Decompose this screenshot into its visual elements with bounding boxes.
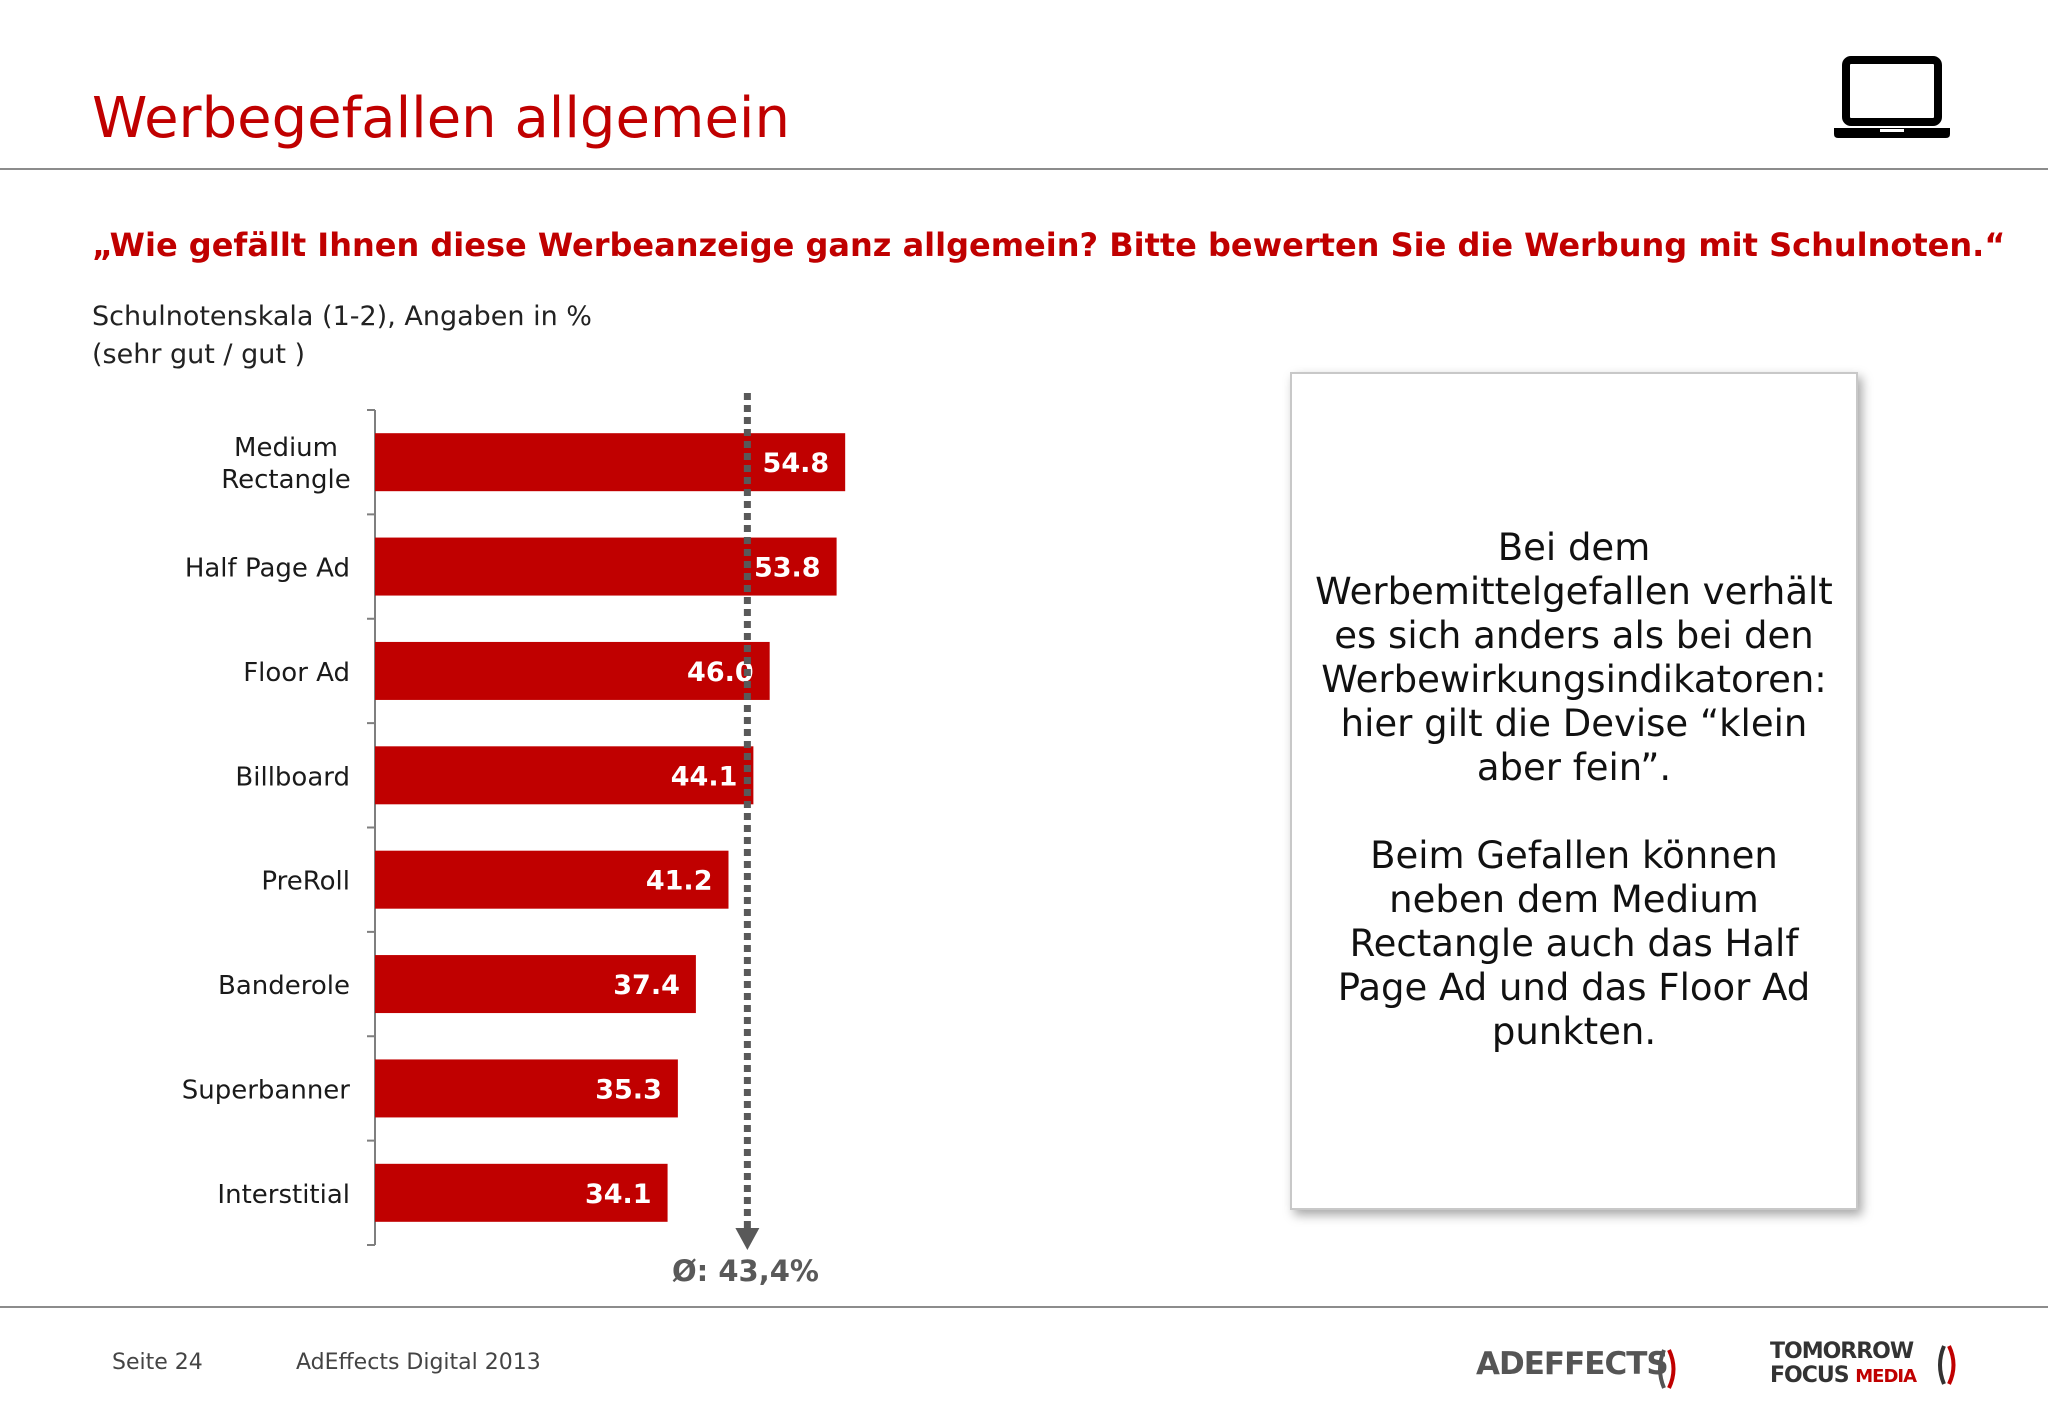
category-label-5: Banderole bbox=[218, 971, 350, 1001]
bar-2 bbox=[375, 641, 770, 700]
category-label-2: Floor Ad bbox=[243, 658, 350, 688]
data-label-7: 34.1 bbox=[585, 1179, 652, 1210]
category-label-3: Billboard bbox=[235, 762, 350, 792]
adeffects-bracket-icon bbox=[1658, 1349, 1676, 1389]
header-divider bbox=[0, 168, 2048, 170]
bar-7 bbox=[375, 1163, 668, 1222]
category-label-7: Interstitial bbox=[217, 1180, 350, 1210]
category-label-6: Superbanner bbox=[182, 1075, 351, 1105]
tfm-logo-media: MEDIA bbox=[1855, 1366, 1917, 1387]
average-arrow-icon bbox=[735, 1228, 760, 1250]
bar-1 bbox=[375, 537, 837, 596]
tfm-logo-focus: FOCUS bbox=[1770, 1363, 1850, 1388]
laptop-icon bbox=[1834, 56, 1950, 138]
survey-question: „Wie gefällt Ihnen diese Werbeanzeige ga… bbox=[92, 226, 2006, 264]
data-label-1: 53.8 bbox=[754, 553, 821, 584]
info-box-text: Bei dem Werbemittelgefallen verhält es s… bbox=[1312, 526, 1836, 1098]
adeffects-logo-ad: AD bbox=[1476, 1346, 1525, 1382]
tomorrow-focus-media-logo: TOMORROW FOCUS MEDIA bbox=[1770, 1339, 1917, 1389]
category-label-4: PreRoll bbox=[261, 867, 350, 897]
adeffects-logo-effects: EFFECTS bbox=[1523, 1346, 1669, 1382]
category-label-1: Half Page Ad bbox=[185, 554, 350, 584]
data-label-4: 41.2 bbox=[646, 866, 713, 897]
data-label-3: 44.1 bbox=[671, 761, 738, 792]
scale-note: Schulnotenskala (1-2), Angaben in % (seh… bbox=[92, 298, 592, 374]
info-box: Bei dem Werbemittelgefallen verhält es s… bbox=[1290, 372, 1858, 1210]
bar-0 bbox=[375, 433, 846, 492]
scale-note-line2: (sehr gut / gut ) bbox=[92, 339, 306, 370]
category-label-0: Medium Rectangle bbox=[221, 433, 351, 495]
bar-5 bbox=[375, 955, 696, 1014]
page-number: Seite 24 bbox=[112, 1350, 203, 1375]
info-paragraph-2: Beim Gefallen können neben dem Medium Re… bbox=[1337, 834, 1811, 1053]
bar-6 bbox=[375, 1059, 678, 1118]
data-label-0: 54.8 bbox=[763, 448, 830, 479]
bar-3 bbox=[375, 746, 754, 805]
data-label-2: 46.0 bbox=[687, 657, 754, 688]
source-note: AdEffects Digital 2013 bbox=[296, 1350, 541, 1375]
bar-4 bbox=[375, 850, 729, 909]
tfm-bracket-icon bbox=[1938, 1345, 1956, 1385]
info-paragraph-1: Bei dem Werbemittelgefallen verhält es s… bbox=[1315, 526, 1833, 789]
scale-note-line1: Schulnotenskala (1-2), Angaben in % bbox=[92, 301, 592, 332]
average-label: Ø: 43,4% bbox=[672, 1254, 819, 1288]
tfm-logo-line1: TOMORROW bbox=[1770, 1339, 1914, 1364]
data-label-6: 35.3 bbox=[595, 1074, 662, 1105]
footer-divider bbox=[0, 1306, 2048, 1308]
data-label-5: 37.4 bbox=[613, 970, 680, 1001]
page-title: Werbegefallen allgemein bbox=[92, 86, 790, 151]
adeffects-logo: ADEFFECTS bbox=[1476, 1346, 1669, 1382]
